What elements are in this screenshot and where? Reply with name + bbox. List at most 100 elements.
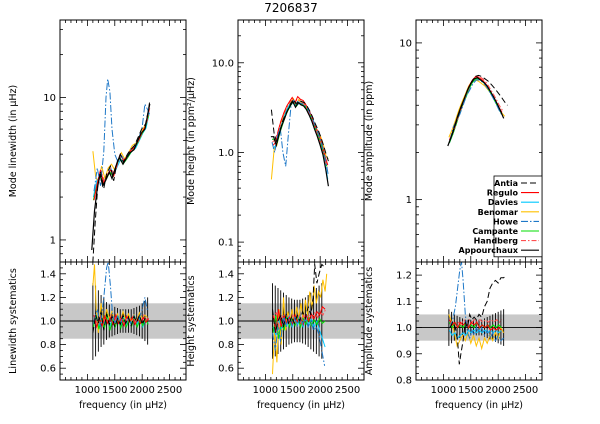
legend: AntiaReguloDaviesBenomarHoweCampanteHand… — [459, 175, 543, 258]
series-amplitude-sys-regulo — [448, 319, 502, 332]
series-linewidth-sys-howe — [93, 262, 149, 327]
y-tick-label: 0.8 — [40, 340, 56, 351]
frame-height — [237, 19, 365, 263]
series-height-sys-howe — [272, 313, 326, 366]
y-tick-label: 1.0 — [218, 148, 234, 159]
plot-area-amplitude-sys — [416, 262, 542, 365]
frame-linewidth — [59, 19, 187, 263]
y-axis-label: Height systematics — [186, 275, 197, 366]
y-ticks-linewidth-sys: 0.6 0.8 1.0 1.2 1.4 — [40, 261, 186, 381]
y-tick-label: 1 — [50, 235, 56, 246]
y-tick-label: 10 — [399, 38, 412, 49]
y-ticks-height: 0.1 1.0 10.0 — [212, 19, 364, 263]
x-axis-label: frequency (in μHz) — [257, 400, 345, 411]
series-height-sys-campante — [272, 315, 326, 339]
x-tick-label: 1000 — [253, 385, 278, 396]
legend-item-davies: Davies — [488, 198, 539, 207]
panel-linewidth: 1 10 Mode linewidth (in μHz) — [8, 19, 187, 263]
y-axis-label: Mode amplitude (in ppm) — [364, 81, 375, 201]
plot-area-linewidth-sys — [60, 262, 186, 360]
series-amplitude-sys-antia — [449, 274, 507, 365]
y-tick-label: 0.8 — [396, 376, 412, 387]
y-tick-label: 1.0 — [218, 317, 234, 328]
y-axis-label: Amplitude systematics — [364, 267, 375, 375]
y-ticks-linewidth: 1 10 — [43, 29, 186, 263]
x-axis-label: frequency (in μHz) — [79, 400, 167, 411]
x-ticks-linewidth-sys: 1000 1500 2000 2500 — [65, 262, 187, 396]
x-ticks-amplitude-sys: 1000 1500 2000 2500 — [421, 262, 543, 396]
series-height-sys-antia — [272, 263, 326, 333]
y-ticks-amplitude-sys: 0.8 0.9 1.0 1.1 1.2 — [396, 261, 542, 387]
series-linewidth-howe — [93, 78, 151, 192]
legend-item-benomar: Benomar — [478, 208, 539, 217]
x-tick-label: 2000 — [307, 385, 332, 396]
x-tick-label: 1000 — [431, 385, 456, 396]
series-amplitude-sys-handberg — [449, 318, 503, 326]
series-height-howe — [271, 99, 329, 176]
y-tick-label: 0.6 — [218, 364, 234, 375]
y-axis-label: Mode height (in ppm²/μHz) — [186, 77, 197, 205]
legend-item-regulo: Regulo — [487, 189, 539, 198]
y-tick-label: 1.0 — [40, 317, 56, 328]
plot-area-linewidth — [91, 78, 151, 262]
y-axis-label: Mode linewidth (in μHz) — [8, 85, 19, 198]
series-linewidth-sys-antia — [92, 311, 149, 333]
x-ticks-height-sys: 1000 1500 2000 2500 — [243, 262, 365, 396]
panels-group: 1 10 Mode linewidth (in μHz) 0.1 1.0 10.0 Mode… — [8, 19, 543, 411]
x-ticks-linewidth — [65, 20, 187, 262]
legend-label: Howe — [493, 217, 519, 226]
legend-item-howe: Howe — [493, 217, 539, 226]
x-ticks-amplitude — [421, 20, 543, 262]
x-tick-label: 2000 — [485, 385, 510, 396]
series-linewidth-appourchaux — [91, 103, 151, 251]
legend-label: Benomar — [478, 208, 518, 217]
series-linewidth-campante — [92, 115, 150, 201]
series-height-appourchaux — [270, 100, 329, 187]
x-tick-label: 2500 — [157, 385, 182, 396]
x-tick-label: 1500 — [458, 385, 483, 396]
chart-title: 7206837 — [264, 1, 317, 15]
y-tick-label: 0.6 — [40, 364, 56, 375]
plot-area-amplitude — [447, 74, 508, 147]
plot-area-height-sys — [238, 263, 364, 375]
x-tick-label: 2500 — [335, 385, 360, 396]
y-tick-label: 0.1 — [218, 238, 234, 249]
y-tick-label: 1.4 — [40, 269, 56, 280]
legend-label: Regulo — [487, 189, 519, 198]
y-tick-label: 1.1 — [396, 297, 412, 308]
series-height-regulo — [272, 95, 329, 166]
x-tick-label: 1500 — [102, 385, 127, 396]
y-axis-label: Linewidth systematics — [8, 268, 19, 374]
x-ticks-height — [243, 20, 365, 262]
y-tick-label: 1.4 — [218, 269, 234, 280]
x-axis-label: frequency (in μHz) — [435, 400, 523, 411]
panel-amplitude-sys: 0.8 0.9 1.0 1.1 1.2 1000 1500 2000 2500 frequency… — [364, 261, 543, 411]
legend-label: Antia — [494, 179, 518, 188]
series-amplitude-sys-howe — [449, 262, 505, 342]
y-tick-label: 1.2 — [396, 271, 412, 282]
legend-box — [493, 175, 543, 258]
legend-label: Appourchaux — [459, 246, 519, 255]
y-tick-label: 1.2 — [218, 293, 234, 304]
x-tick-label: 1500 — [280, 385, 305, 396]
legend-item-campante: Campante — [472, 227, 539, 236]
legend-label: Campante — [472, 227, 518, 236]
y-tick-label: 1.2 — [40, 293, 56, 304]
x-tick-label: 2500 — [513, 385, 538, 396]
x-tick-label: 2000 — [129, 385, 154, 396]
legend-label: Davies — [488, 198, 518, 207]
y-tick-label: 0.9 — [396, 349, 412, 360]
panel-height-sys: 0.6 0.8 1.0 1.2 1.4 1000 1500 2000 2500 frequency… — [186, 261, 365, 411]
y-tick-label: 0.8 — [218, 340, 234, 351]
series-amplitude-regulo — [448, 75, 503, 141]
y-ticks-height-sys: 0.6 0.8 1.0 1.2 1.4 — [218, 261, 364, 381]
legend-item-handberg: Handberg — [474, 237, 539, 246]
y-tick-label: 1 — [406, 195, 412, 206]
y-tick-label: 10 — [43, 93, 56, 104]
series-linewidth-antia — [92, 100, 151, 262]
y-tick-label: 1.0 — [396, 323, 412, 334]
series-amplitude-handberg — [449, 76, 504, 141]
series-amplitude-appourchaux — [447, 77, 505, 147]
series-amplitude-howe — [449, 79, 504, 141]
